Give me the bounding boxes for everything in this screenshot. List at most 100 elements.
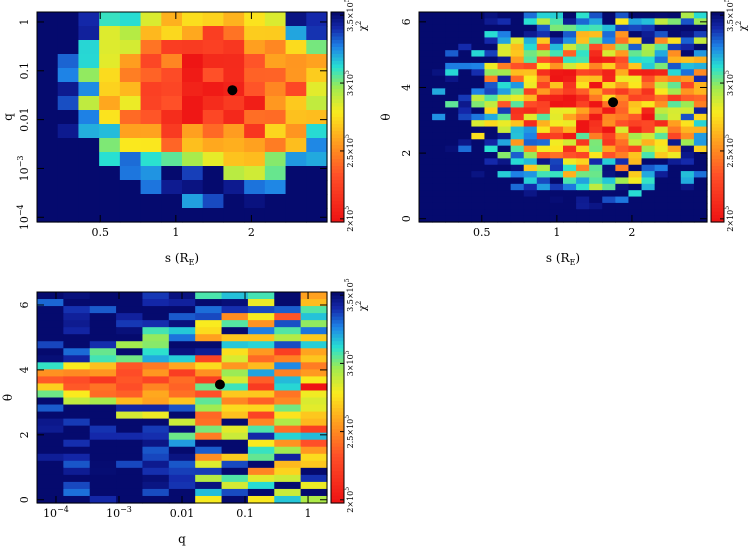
heatmap-cell xyxy=(589,177,603,185)
heatmap-cell xyxy=(306,54,328,69)
heatmap-cell xyxy=(244,54,266,69)
heatmap-cell xyxy=(37,383,64,392)
heatmap-cell xyxy=(458,75,472,83)
heatmap-cell xyxy=(195,320,223,328)
heatmap-cell xyxy=(57,96,80,111)
x-tick-label: 1 xyxy=(305,507,312,520)
heatmap-cell xyxy=(202,68,225,83)
heatmap-cell xyxy=(680,43,695,51)
heatmap-cell xyxy=(116,390,144,399)
heatmap-cell xyxy=(182,82,204,97)
heatmap-cell xyxy=(602,132,616,140)
heatmap-cell xyxy=(602,37,616,45)
heatmap-cell xyxy=(223,194,245,209)
colorbar-band xyxy=(331,323,344,328)
heatmap-cell xyxy=(536,37,551,45)
colorbar-tick-label-exp: 5 xyxy=(344,70,351,74)
heatmap-cell xyxy=(89,383,117,392)
colorbar-band xyxy=(331,341,344,346)
heatmap-cell xyxy=(641,101,656,109)
heatmap-cell xyxy=(63,432,91,441)
heatmap-cell xyxy=(523,31,538,39)
heatmap-cell xyxy=(615,164,630,172)
heatmap-cell xyxy=(497,183,512,191)
heatmap-cell xyxy=(484,152,499,159)
colorbar-band xyxy=(331,68,344,73)
heatmap-cell xyxy=(576,139,590,147)
heatmap-cell xyxy=(116,334,144,342)
heatmap-cell xyxy=(37,467,64,476)
heatmap-cell xyxy=(641,202,656,210)
colorbar-band xyxy=(331,169,344,174)
heatmap-cell xyxy=(161,194,183,209)
heatmap-cell xyxy=(142,495,170,504)
heatmap-cell xyxy=(628,107,643,115)
colorbar-band xyxy=(331,425,344,430)
heatmap-cell xyxy=(576,120,590,128)
heatmap-cell xyxy=(667,12,682,19)
heatmap-cell xyxy=(563,145,577,153)
heatmap-cell xyxy=(99,152,121,167)
heatmap-cell xyxy=(116,383,144,392)
colorbar-band xyxy=(711,15,724,20)
colorbar-tick-label-exp: 5 xyxy=(344,134,351,138)
plot-frame xyxy=(36,11,328,223)
heatmap-cell xyxy=(247,362,275,370)
heatmap-cell xyxy=(89,376,117,385)
heatmap-cell xyxy=(195,488,223,497)
colorbar-tick-label: 2.5×105 xyxy=(344,415,355,449)
heatmap-cell xyxy=(300,418,328,427)
heatmap-cell xyxy=(419,120,433,128)
x-axis-label-sub: E xyxy=(189,258,195,267)
heatmap-cell xyxy=(168,369,196,377)
heatmap-cell xyxy=(89,425,117,434)
heatmap-cell xyxy=(161,96,183,111)
heatmap-cell xyxy=(602,139,616,147)
heatmap-cell xyxy=(221,425,249,434)
heatmap-cell xyxy=(223,166,245,181)
colorbar-band xyxy=(331,208,344,213)
heatmap-cell xyxy=(667,94,682,102)
heatmap-cell xyxy=(445,50,459,58)
heatmap-cell xyxy=(680,152,695,159)
heatmap-cell xyxy=(37,362,64,370)
heatmap-cell xyxy=(221,467,249,476)
heatmap-cell xyxy=(142,488,170,497)
heatmap-cell xyxy=(602,69,616,77)
heatmap-cell xyxy=(168,341,196,349)
heatmap-cell xyxy=(37,320,64,328)
heatmap-cell xyxy=(536,152,551,159)
heatmap-cell xyxy=(221,320,249,328)
heatmap-cell xyxy=(445,120,459,128)
heatmap-cell xyxy=(445,190,459,198)
colorbar-band xyxy=(331,124,344,129)
heatmap-cell xyxy=(195,292,223,300)
heatmap-cell xyxy=(432,62,446,70)
colorbar-band xyxy=(331,355,344,360)
heatmap-cell xyxy=(182,40,204,55)
heatmap-cell xyxy=(63,411,91,420)
colorbar-band xyxy=(331,446,344,451)
heatmap-cell xyxy=(99,96,121,111)
colorbar-tick-label-exp: 5 xyxy=(724,0,731,2)
heatmap-cell xyxy=(523,24,538,32)
heatmap-cell xyxy=(223,96,245,111)
heatmap-cell xyxy=(628,101,643,109)
heatmap-cell xyxy=(484,132,499,140)
heatmap-cell xyxy=(563,43,577,51)
heatmap-cell xyxy=(563,18,577,26)
heatmap-cell xyxy=(300,348,328,356)
heatmap-cell xyxy=(37,418,64,427)
heatmap-cell xyxy=(63,313,91,321)
heatmap-cell xyxy=(628,69,643,77)
heatmap-cell xyxy=(536,107,551,115)
heatmap-cell xyxy=(589,43,603,51)
heatmap-cell xyxy=(63,306,91,314)
heatmap-cell xyxy=(142,390,170,399)
heatmap-cell xyxy=(300,362,328,370)
heatmap-cell xyxy=(274,467,302,476)
colorbar-band xyxy=(711,33,724,38)
heatmap-cell xyxy=(471,202,486,210)
